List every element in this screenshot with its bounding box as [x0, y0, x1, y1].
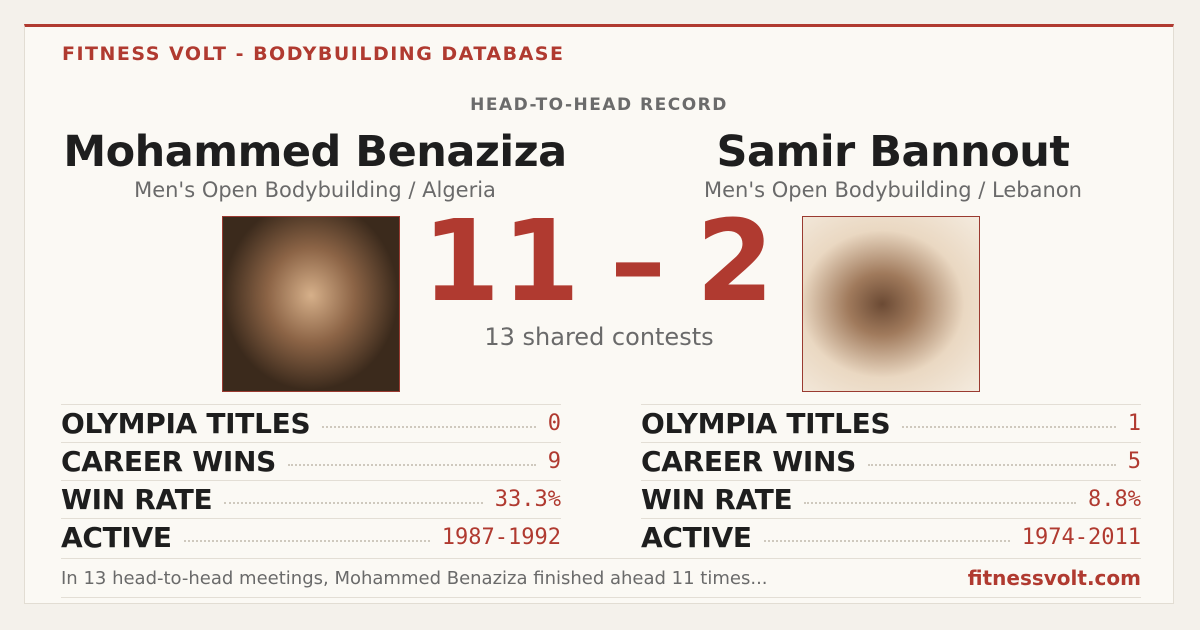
stat-row: WIN RATE 33.3% [61, 480, 561, 518]
athlete-photo [222, 216, 400, 392]
dot-leader [867, 463, 1116, 466]
stat-label: CAREER WINS [61, 445, 276, 478]
stat-label: WIN RATE [61, 483, 213, 516]
stats-left: OLYMPIA TITLES 0 CAREER WINS 9 WIN RATE 33.3%… [61, 404, 561, 556]
stat-value: 1987-1992 [441, 525, 561, 550]
dot-leader [902, 425, 1116, 428]
dot-leader [763, 539, 1010, 542]
stat-label: ACTIVE [641, 521, 752, 554]
dot-leader [804, 501, 1077, 504]
stat-row: WIN RATE 8.8% [641, 480, 1141, 518]
score-right: 2 [695, 197, 776, 327]
dot-leader [224, 501, 483, 504]
stats-right: OLYMPIA TITLES 1 CAREER WINS 5 WIN RATE 8.8% A… [641, 404, 1141, 556]
stat-label: OLYMPIA TITLES [61, 407, 311, 440]
stat-value: 1974-2011 [1021, 525, 1141, 550]
dot-leader [287, 463, 536, 466]
stat-row: OLYMPIA TITLES 1 [641, 404, 1141, 442]
athlete-name: Mohammed Benaziza [63, 127, 567, 177]
stat-row: ACTIVE 1974-2011 [641, 518, 1141, 556]
dot-leader [322, 425, 536, 428]
stat-value: 5 [1127, 449, 1141, 474]
site-link[interactable]: fitnessvolt.com [967, 566, 1141, 590]
athlete-division: Men's Open Bodybuilding / Algeria [134, 178, 496, 202]
stat-value: 8.8% [1088, 487, 1141, 512]
stat-row: OLYMPIA TITLES 0 [61, 404, 561, 442]
section-label: HEAD-TO-HEAD RECORD [470, 95, 728, 115]
stat-label: CAREER WINS [641, 445, 856, 478]
stat-label: OLYMPIA TITLES [641, 407, 891, 440]
stat-value: 1 [1127, 411, 1141, 436]
athlete-name: Samir Bannout [716, 127, 1070, 177]
footer: In 13 head-to-head meetings, Mohammed Be… [61, 558, 1141, 598]
athlete-photo [802, 216, 980, 392]
stat-row: ACTIVE 1987-1992 [61, 518, 561, 556]
score-separator: – [609, 197, 668, 327]
summary: In 13 head-to-head meetings, Mohammed Be… [61, 567, 768, 589]
stat-value: 33.3% [494, 487, 561, 512]
stat-value: 0 [547, 411, 561, 436]
stat-row: CAREER WINS 5 [641, 442, 1141, 480]
score-left: 11 [422, 197, 582, 327]
score-subtitle: 13 shared contests [484, 323, 714, 351]
stat-row: CAREER WINS 9 [61, 442, 561, 480]
dot-leader [183, 539, 430, 542]
brand: FITNESS VOLT - BODYBUILDING DATABASE [62, 43, 565, 65]
athlete-division: Men's Open Bodybuilding / Lebanon [704, 178, 1082, 202]
score: 11–2 [25, 197, 1173, 327]
stat-value: 9 [547, 449, 561, 474]
stat-label: WIN RATE [641, 483, 793, 516]
stat-label: ACTIVE [61, 521, 172, 554]
card: FITNESS VOLT - BODYBUILDING DATABASE HEA… [24, 24, 1174, 604]
